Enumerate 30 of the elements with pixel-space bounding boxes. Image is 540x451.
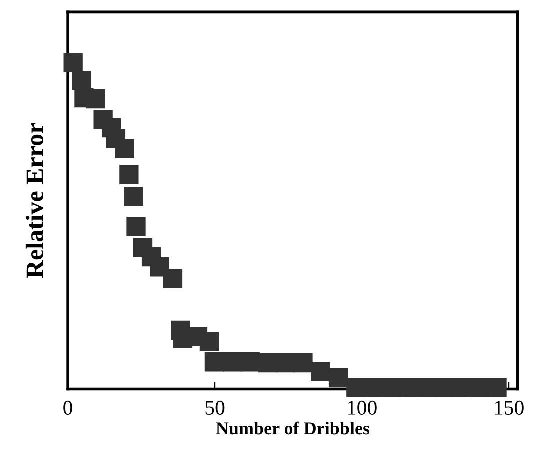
point <box>276 354 296 373</box>
point <box>86 89 106 109</box>
x-tick-label: 150 <box>495 400 524 415</box>
point <box>328 368 348 388</box>
x-tick-label: 100 <box>348 400 377 415</box>
point <box>120 165 139 184</box>
y-axis-title: Relative Error <box>26 123 44 278</box>
point <box>470 378 490 398</box>
x-tick-label: 0 <box>64 400 72 415</box>
point <box>163 268 183 288</box>
point <box>124 187 144 206</box>
point <box>452 378 472 398</box>
point <box>240 352 260 372</box>
point <box>126 217 146 236</box>
point <box>258 354 278 373</box>
point <box>400 378 419 398</box>
point <box>115 139 134 159</box>
point <box>64 53 83 72</box>
point <box>488 378 507 398</box>
point <box>364 378 384 398</box>
point <box>72 71 92 90</box>
point <box>294 354 313 373</box>
point <box>417 378 436 398</box>
point <box>382 378 402 398</box>
point <box>204 352 224 372</box>
x-axis-title: Number of Dribbles <box>216 422 370 435</box>
point <box>200 332 220 352</box>
point <box>434 378 454 398</box>
point <box>311 362 330 382</box>
x-tick-label: 50 <box>206 400 225 415</box>
